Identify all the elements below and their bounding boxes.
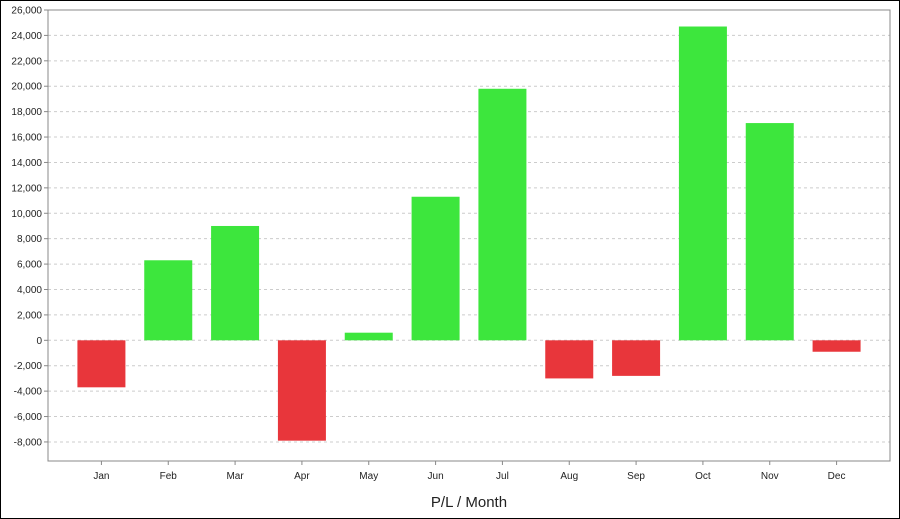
x-tick-label: Jun bbox=[428, 471, 444, 482]
bar-aug bbox=[545, 340, 594, 379]
x-tick-label: Apr bbox=[294, 471, 310, 482]
x-axis-label: P/L / Month bbox=[431, 494, 507, 511]
y-tick-label: 18,000 bbox=[11, 107, 42, 118]
y-tick-label: 6,000 bbox=[17, 260, 42, 271]
bar-apr bbox=[277, 340, 326, 441]
bar-jul bbox=[478, 88, 527, 341]
x-tick-label: Mar bbox=[226, 471, 244, 482]
bar-oct bbox=[678, 26, 727, 341]
x-tick-label: May bbox=[359, 471, 378, 482]
x-tick-label: Sep bbox=[627, 471, 645, 482]
y-tick-label: -6,000 bbox=[14, 412, 43, 423]
y-tick-label: 4,000 bbox=[17, 285, 42, 296]
x-tick-label: Feb bbox=[160, 471, 178, 482]
x-tick-label: Aug bbox=[560, 471, 578, 482]
y-tick-label: 20,000 bbox=[11, 82, 42, 93]
y-tick-label: -2,000 bbox=[14, 361, 43, 372]
bar-feb bbox=[144, 260, 193, 341]
y-tick-label: 14,000 bbox=[11, 158, 42, 169]
bar-may bbox=[344, 332, 393, 341]
bar-dec bbox=[812, 340, 861, 352]
y-tick-label: 0 bbox=[36, 336, 42, 347]
plot-border bbox=[47, 9, 891, 462]
y-tick-label: 16,000 bbox=[11, 133, 42, 144]
x-tick-label: Jan bbox=[93, 471, 109, 482]
y-tick-label: 22,000 bbox=[11, 56, 42, 67]
bar-mar bbox=[211, 225, 260, 341]
y-tick-label: 2,000 bbox=[17, 310, 42, 321]
bar-jun bbox=[411, 196, 460, 341]
x-tick-label: Oct bbox=[695, 471, 711, 482]
bar-nov bbox=[745, 123, 794, 341]
y-tick-label: 8,000 bbox=[17, 234, 42, 245]
y-tick-label: 12,000 bbox=[11, 183, 42, 194]
x-tick-label: Jul bbox=[496, 471, 509, 482]
y-tick-label: 24,000 bbox=[11, 31, 42, 42]
bar-sep bbox=[612, 340, 661, 376]
y-tick-label: 10,000 bbox=[11, 209, 42, 220]
y-tick-label: -8,000 bbox=[14, 437, 43, 448]
x-tick-label: Dec bbox=[828, 471, 846, 482]
x-tick-label: Nov bbox=[761, 471, 779, 482]
bar-jan bbox=[77, 340, 126, 388]
y-tick-label: -4,000 bbox=[14, 387, 43, 398]
y-tick-label: 26,000 bbox=[11, 6, 42, 17]
